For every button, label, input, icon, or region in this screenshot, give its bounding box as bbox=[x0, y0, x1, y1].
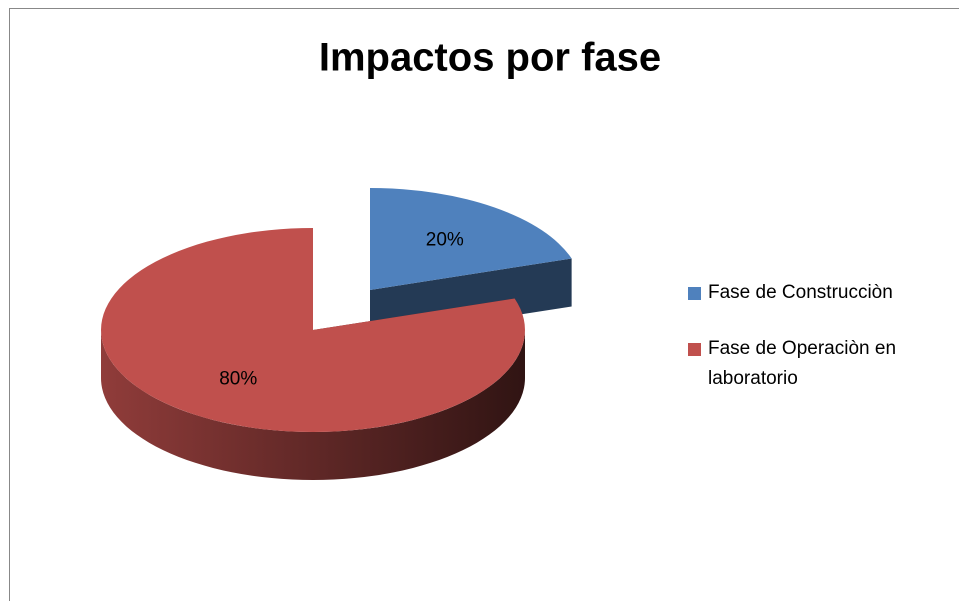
legend-label: Fase de Construcciòn bbox=[708, 278, 893, 308]
legend-swatch bbox=[688, 287, 701, 300]
legend-item: Fase de Operaciòn en laboratorio bbox=[688, 334, 950, 394]
data-label: 20% bbox=[426, 230, 464, 251]
legend-label: Fase de Operaciòn en laboratorio bbox=[708, 334, 950, 394]
legend: Fase de Construcciòn Fase de Operaciòn en… bbox=[688, 278, 950, 420]
chart-title: Impactos por fase bbox=[319, 36, 661, 80]
pie bbox=[101, 188, 572, 480]
legend-swatch bbox=[688, 343, 701, 356]
data-label: 80% bbox=[219, 369, 257, 390]
legend-item: Fase de Construcciòn bbox=[688, 278, 950, 308]
